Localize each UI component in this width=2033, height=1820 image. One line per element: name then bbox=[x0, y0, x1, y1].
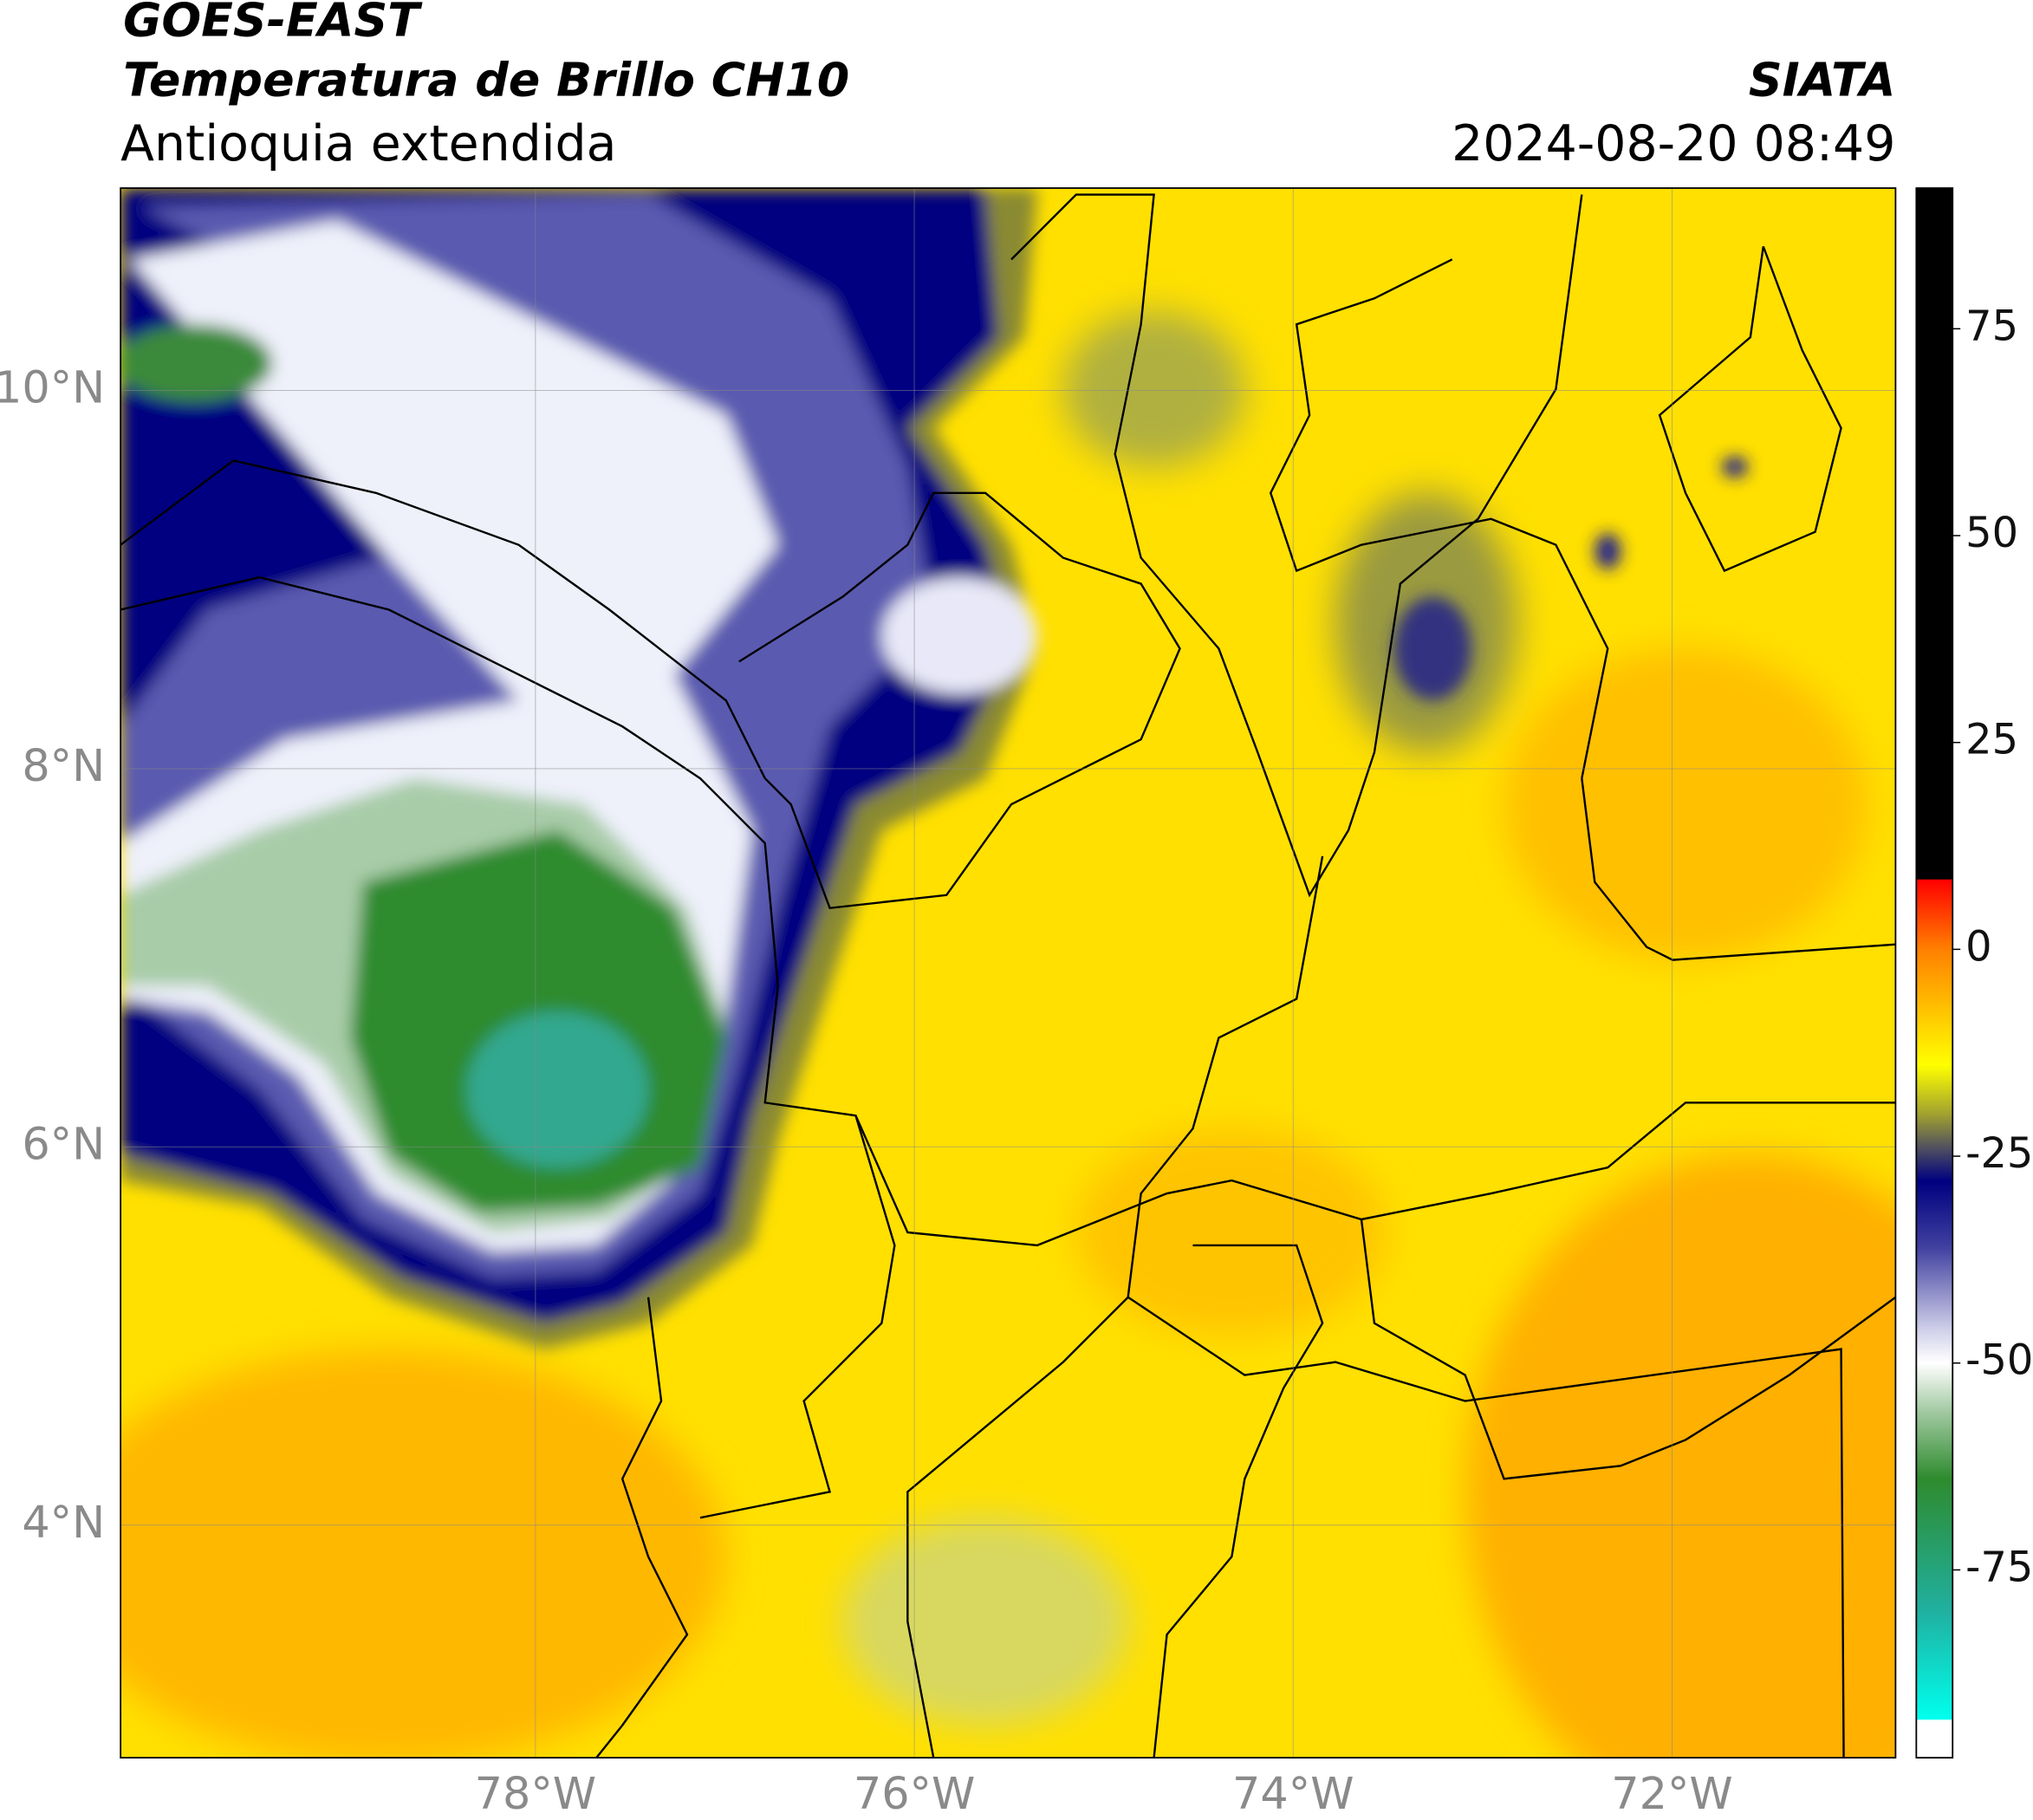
colorbar-tick-label: -75 bbox=[1965, 1544, 2033, 1591]
colorbar-tick-label: 50 bbox=[1965, 510, 2018, 557]
subtitle: Temperatura de Brillo CH10 bbox=[123, 52, 849, 107]
colorbar bbox=[1915, 187, 1954, 1759]
y-tick-label: 6°N bbox=[22, 1118, 105, 1169]
colorbar-tick-label: -50 bbox=[1965, 1337, 2033, 1385]
x-tick-label: 72°W bbox=[1611, 1768, 1732, 1819]
region: Antioquia extendida bbox=[120, 115, 616, 172]
x-tick-label: 78°W bbox=[475, 1768, 596, 1819]
x-tick-label: 76°W bbox=[854, 1768, 975, 1819]
map bbox=[120, 188, 1896, 1758]
map-frame bbox=[120, 187, 1897, 1759]
y-tick-label: 4°N bbox=[22, 1497, 105, 1548]
colorbar-tick-label: 0 bbox=[1965, 923, 1991, 971]
timestamp: 2024-08-20 08:49 bbox=[1452, 115, 1895, 172]
colorbar-tick-label: 75 bbox=[1965, 302, 2018, 350]
title: GOES-EAST bbox=[123, 0, 423, 48]
source: SIATA bbox=[1749, 52, 1896, 107]
grid bbox=[120, 188, 1896, 1758]
borders bbox=[120, 193, 1896, 1758]
x-tick-label: 74°W bbox=[1232, 1768, 1354, 1819]
y-tick-label: 8°N bbox=[22, 740, 105, 791]
colorbar-tick-label: 25 bbox=[1965, 717, 2018, 764]
y-tick-label: 10°N bbox=[0, 362, 105, 413]
colorbar-tick-label: -25 bbox=[1965, 1130, 2033, 1178]
